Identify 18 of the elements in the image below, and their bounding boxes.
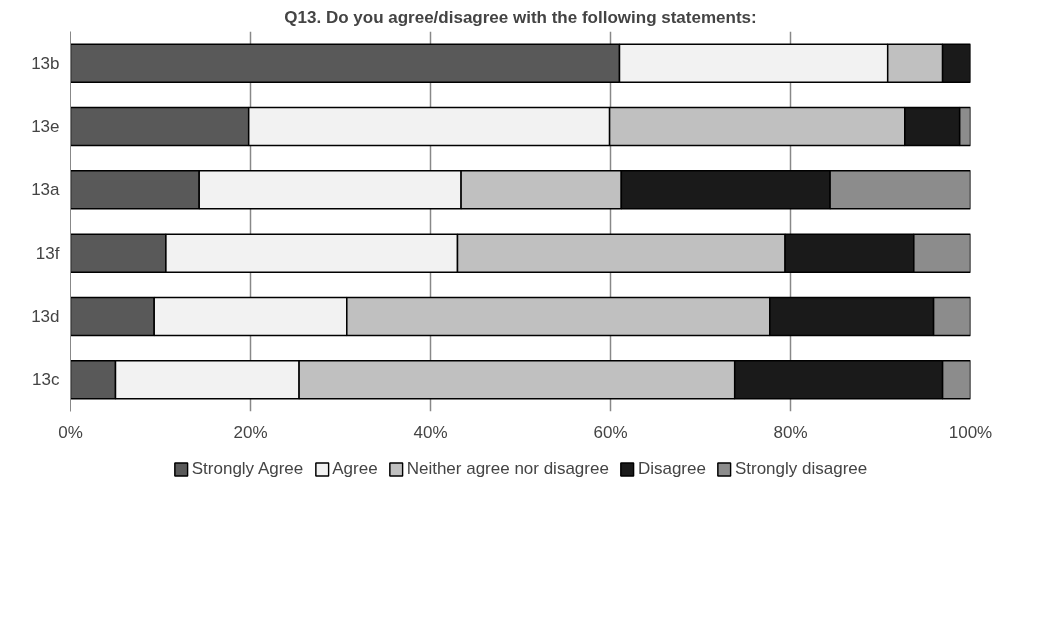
legend-label: Strongly disagree [734,459,868,479]
y-tick-label: 13a [31,180,61,200]
x-tick-label: 60% [593,422,628,442]
x-tick-label: 20% [233,422,268,442]
x-tick-label: 0% [58,422,83,442]
y-tick-label: 13d [31,307,60,326]
legend-label: Strongly Agree [191,459,304,479]
x-tick-label: 40% [413,422,448,442]
y-tick-label: 13c [32,370,60,390]
x-tick-label: 80% [773,422,808,442]
legend-label: Neither agree nor disagree [406,459,609,479]
legend-label: Agree [332,459,378,479]
y-tick-label: 13f [35,243,60,263]
chart-title: Q13. Do you agree/disagree with the following statements: [284,7,757,27]
x-tick-label: 100% [948,422,993,442]
legend-label: Disagree [637,459,706,479]
y-tick-label: 13b [31,53,60,73]
y-tick-label: 13e [31,117,60,136]
